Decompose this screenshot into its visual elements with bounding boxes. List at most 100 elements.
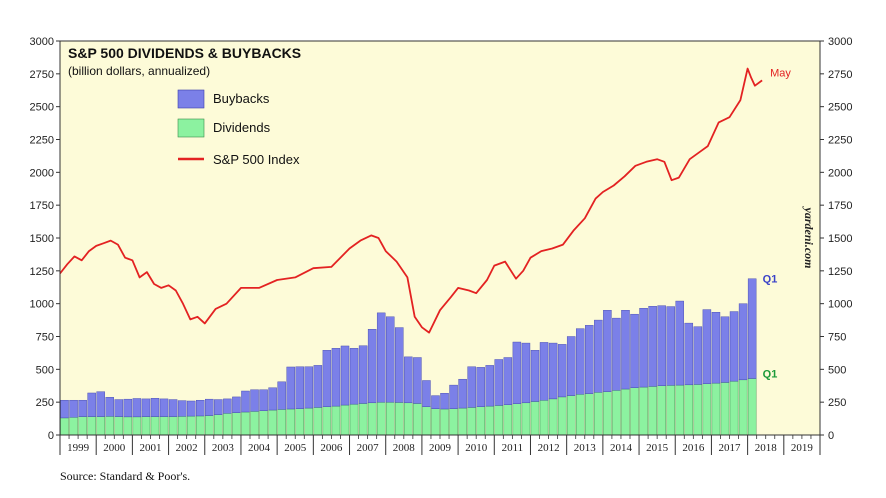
y-tick-label-right: 3000 [828,36,852,48]
dividends-bar [612,390,621,436]
buybacks-bar [114,399,124,417]
buybacks-bar [241,390,250,413]
annotation-may: May [770,67,791,79]
buybacks-bar [666,306,675,386]
dividends-bar [349,403,359,436]
dividends-bar [485,405,494,436]
dividends-bar [630,387,639,436]
buybacks-bar [331,348,341,407]
buybacks-bar [440,393,449,410]
dividends-bar [449,408,458,436]
buybacks-bar [105,397,114,417]
buybacks-bar [476,367,485,407]
buybacks-bar [386,316,395,403]
dividends-bar [150,416,160,436]
dividends-bar [304,407,314,436]
annotation-buybacks-q1: Q1 [763,274,778,286]
buybacks-bar [250,389,259,412]
y-tick-label-right: 2250 [828,135,852,147]
buybacks-bar [621,310,630,390]
buybacks-bar [684,322,694,386]
buybacks-bar [268,387,277,411]
buybacks-bar [693,326,703,385]
x-tick-label: 2015 [646,442,669,454]
x-tick-label: 2007 [357,442,380,454]
dividends-bar [594,392,603,436]
x-tick-label: 2017 [719,442,742,454]
x-tick-label: 2000 [103,442,126,454]
buybacks-bar [349,348,359,405]
dividends-bar [132,416,142,436]
y-tick-label-left: 1500 [30,233,54,245]
buybacks-bar [177,400,187,417]
buybacks-bar [431,395,440,409]
buybacks-bar [467,366,476,408]
buybacks-bar [566,336,576,396]
y-tick-label-right: 0 [828,430,834,442]
buybacks-bar [286,366,295,410]
x-tick-label: 2003 [212,442,235,454]
dividends-bar [621,388,630,436]
x-tick-label: 2010 [465,442,488,454]
dividends-bar [512,403,522,436]
x-tick-label: 2009 [429,442,452,454]
dividends-bar [395,402,404,436]
legend-label-dividends: Dividends [213,120,271,135]
dividends-bar [720,382,730,436]
x-tick-label: 2018 [755,442,778,454]
buybacks-bar [702,309,712,384]
buybacks-bar [404,356,413,404]
buybacks-bar [576,328,585,395]
buybacks-bar [720,316,730,383]
buybacks-bar [729,311,739,382]
x-tick-label: 2008 [393,442,416,454]
dividends-bar [376,401,386,436]
dividends-bar [431,408,440,436]
dividends-bar [476,406,485,436]
buybacks-bar [530,350,540,402]
x-tick-label: 2011 [502,442,524,454]
buybacks-bar [304,366,314,409]
buybacks-bar [313,365,323,408]
buybacks-bar [223,398,232,414]
buybacks-bar [214,399,223,415]
buybacks-bar [232,396,241,413]
buybacks-bar [159,398,169,417]
buybacks-bar [295,366,304,409]
x-tick-label: 2005 [284,442,307,454]
legend-label-sp500: S&P 500 Index [213,152,300,167]
buybacks-bar [376,312,386,403]
buybacks-bar [603,310,612,392]
dividends-bar [404,402,413,436]
dividends-bar [729,380,739,436]
dividends-bar [684,384,694,436]
x-tick-label: 1999 [67,442,90,454]
buybacks-bar [87,392,96,417]
dividends-bar [250,411,259,436]
dividends-bar [467,407,476,436]
dividends-bar [196,415,205,436]
y-tick-label-left: 1750 [30,200,54,212]
y-tick-label-right: 1750 [828,200,852,212]
dividends-bar [259,410,268,436]
annotation-dividends-q1: Q1 [763,369,778,381]
dividends-bar [494,405,504,436]
buybacks-bar [96,391,105,417]
buybacks-bar [557,344,567,398]
buybacks-bar [168,399,178,417]
x-tick-label: 2001 [139,442,161,454]
dividends-bar [603,391,612,436]
y-tick-label-right: 1000 [828,299,852,311]
dividends-bar [657,385,666,436]
dividends-bar [675,384,684,436]
y-tick-label-right: 250 [828,397,846,409]
buybacks-bar [60,399,69,419]
dividends-bar [585,393,594,436]
buybacks-bar [585,325,594,394]
dividends-bar [78,416,87,436]
dividends-bar [530,401,540,436]
dividends-bar [87,416,96,436]
buybacks-bar [539,342,549,401]
buybacks-bar [367,329,377,404]
buybacks-bar [494,359,504,406]
